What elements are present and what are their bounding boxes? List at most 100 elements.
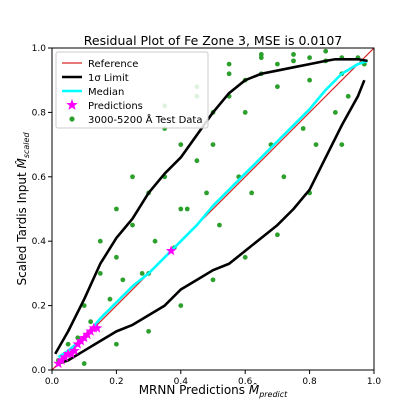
test-data-point — [313, 142, 319, 148]
test-data-point — [217, 222, 222, 228]
y-tick-label: 0.0 — [32, 366, 47, 376]
x-axis-title-main: MRNN Predictions — [139, 383, 249, 397]
test-data-point — [242, 110, 248, 115]
y-axis-title: Scaled Tardis Input M̂scaled — [15, 132, 31, 286]
test-data-point — [194, 158, 200, 164]
test-data-point — [75, 335, 81, 341]
y-tick-label: 0.2 — [32, 302, 46, 312]
legend-box — [55, 51, 209, 129]
1-limit-lower-line — [58, 79, 366, 365]
test-data-point — [210, 277, 216, 283]
test-data-point — [81, 361, 87, 366]
chart-title: Residual Plot of Fe Zone 3, MSE is 0.010… — [84, 33, 342, 48]
prediction-star-marker — [91, 322, 103, 333]
test-data-point — [152, 238, 158, 244]
x-tick-label: 0.8 — [302, 377, 317, 387]
test-data-point — [65, 341, 71, 347]
predictions-layer — [53, 245, 177, 369]
legend-item-median: Median — [62, 87, 124, 98]
line-series-layer — [52, 48, 374, 370]
x-tick-label: 0.2 — [109, 377, 123, 387]
legend-label-reference: Reference — [88, 59, 138, 70]
y-axis-title-subscript: scaled — [22, 132, 31, 159]
legend-label-sigma-limit: 1σ Limit — [88, 73, 129, 84]
test-data-point — [97, 271, 103, 276]
test-data-point — [139, 271, 145, 276]
x-tick-label: 0.0 — [45, 377, 60, 387]
test-data-point — [275, 84, 280, 90]
y-tick-label: 0.6 — [32, 173, 47, 183]
legend-item-reference: Reference — [62, 59, 138, 70]
y-tick-label: 0.8 — [32, 108, 47, 118]
x-tick-label: 0.6 — [238, 377, 253, 387]
prediction-star-marker — [82, 329, 93, 340]
test-data-point — [204, 190, 209, 196]
1-limit-upper-line — [54, 57, 368, 355]
prediction-star-marker — [165, 245, 177, 256]
test-data-point — [307, 55, 312, 61]
legend-item-sigma-limit: 1σ Limit — [62, 73, 129, 84]
test-data-point — [307, 77, 312, 83]
test-data-point — [210, 142, 216, 148]
test-data-point — [114, 341, 119, 347]
test-data-point — [114, 206, 119, 212]
prediction-star-marker — [85, 325, 96, 336]
test-data-point — [258, 52, 264, 57]
legend-swatch-predictions-star-icon — [66, 99, 78, 110]
prediction-star-marker — [53, 358, 64, 369]
legend-item-predictions: Predictions — [66, 99, 143, 112]
test-data-point — [345, 93, 351, 99]
test-data-point — [88, 319, 94, 325]
x-axis-ticks: 0.0 0.2 0.4 0.6 0.8 1.0 — [45, 370, 382, 387]
x-tick-label: 1.0 — [367, 377, 382, 387]
test-data-point — [275, 61, 280, 67]
test-data-point — [107, 296, 113, 302]
x-axis-title: MRNN Predictions M̂predict — [139, 383, 288, 399]
y-axis-ticks: 0.0 0.2 0.4 0.6 0.8 1.0 — [32, 44, 52, 376]
legend-label-median: Median — [88, 87, 124, 98]
test-data-point — [242, 254, 248, 260]
x-tick-label: 0.4 — [174, 377, 189, 387]
test-data-point — [339, 142, 345, 148]
test-data-point — [323, 48, 329, 54]
prediction-star-marker — [59, 351, 71, 362]
legend-item-test-data: 3000-5200 Å Test Data — [69, 113, 202, 126]
test-data-point — [97, 238, 103, 244]
test-data-point — [114, 254, 119, 260]
test-data-point — [184, 206, 190, 212]
test-data-point — [300, 126, 306, 131]
plot-frame — [51, 47, 375, 371]
test-data-point — [130, 174, 135, 180]
test-data-point — [249, 190, 255, 196]
median-line — [57, 59, 368, 359]
test-data-point — [291, 52, 296, 57]
test-data-point — [226, 71, 232, 77]
test-data-point — [281, 174, 287, 180]
legend-label-test-data: 3000-5200 Å Test Data — [88, 113, 202, 126]
test-data-point — [130, 222, 135, 228]
test-data-point — [120, 277, 126, 283]
x-axis-title-subscript: predict — [258, 390, 288, 399]
legend-swatch-test-data — [69, 116, 75, 122]
prediction-star-marker — [69, 345, 80, 356]
prediction-star-marker — [78, 332, 90, 343]
legend: Reference 1σ Limit Median Predictions 30… — [55, 51, 209, 129]
test-data-point — [332, 110, 338, 115]
y-axis-title-symbol: M̂ — [15, 158, 29, 169]
test-data-point — [146, 328, 152, 334]
prediction-star-marker — [75, 335, 87, 346]
test-data-point — [178, 206, 184, 212]
prediction-star-marker — [66, 348, 77, 359]
y-tick-label: 1.0 — [32, 44, 47, 54]
test-data-point — [275, 232, 280, 238]
y-tick-label: 0.4 — [32, 237, 47, 247]
y-axis-title-main: Scaled Tardis Input — [15, 169, 29, 286]
test-data-point — [178, 303, 184, 308]
reference-line — [52, 48, 374, 370]
legend-label-predictions: Predictions — [88, 101, 143, 112]
test-data-point — [226, 61, 232, 67]
x-axis-title-symbol: M̂ — [249, 383, 260, 397]
prediction-star-marker — [72, 338, 83, 349]
test-data-point — [178, 142, 184, 148]
